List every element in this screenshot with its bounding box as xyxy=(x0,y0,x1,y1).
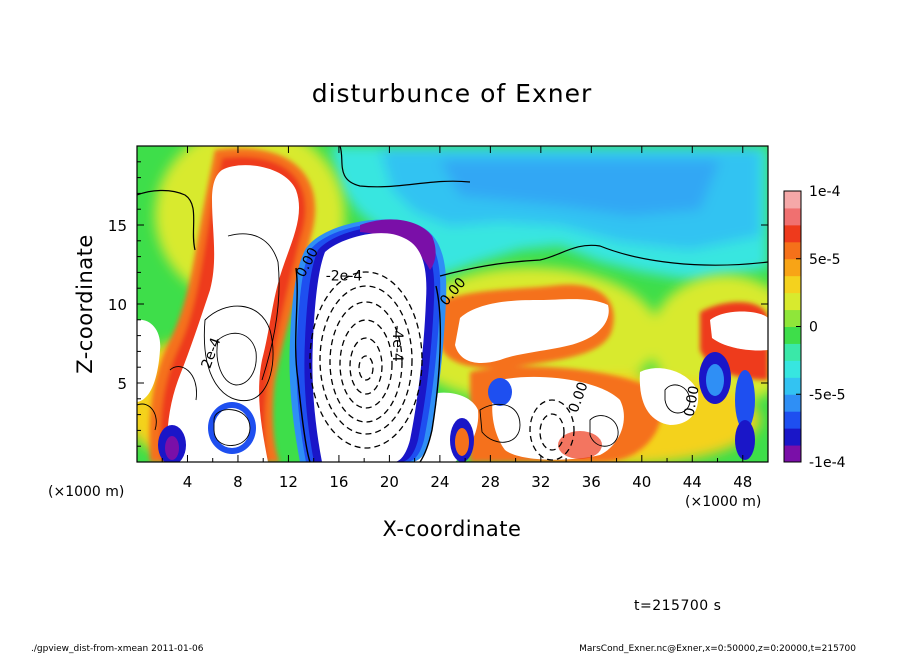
x-tick-label: 4 xyxy=(183,473,193,491)
colorbar-swatch xyxy=(784,292,801,311)
colorbar-ticks: 1e-4 5e-5 0 -5e-5 -1e-4 xyxy=(796,184,846,471)
y-tick-label: 10 xyxy=(108,296,127,314)
negative-strong xyxy=(289,219,447,462)
colorbar-tick-label: -5e-5 xyxy=(809,387,846,403)
colorbar-swatch xyxy=(784,411,801,429)
y-axis-title: Z-coordinate xyxy=(73,234,97,374)
colorbar-swatch xyxy=(784,445,801,463)
negative-contours xyxy=(309,271,575,461)
footer-right: MarsCond_Exner.nc@Exner,x=0:50000,z=0:20… xyxy=(579,644,856,654)
colorbar-swatch xyxy=(784,309,801,327)
x-tick-label: 20 xyxy=(380,473,399,491)
colorbar-tick-label: -1e-4 xyxy=(809,455,846,471)
x-axis: 4 8 12 16 20 24 28 32 36 40 44 48 xyxy=(161,146,752,491)
x-tick-label: 8 xyxy=(233,473,243,491)
x-tick-label: 32 xyxy=(531,473,550,491)
colorbar-swatch xyxy=(784,275,801,294)
colorbar-swatch xyxy=(784,241,801,260)
contour-label: -4e-4 xyxy=(389,325,405,362)
x-tick-label: 28 xyxy=(481,473,500,491)
x-tick-label: 24 xyxy=(430,473,449,491)
x-axis-unit-right: (×1000 m) xyxy=(685,494,761,510)
x-tick-label: 16 xyxy=(329,473,348,491)
colorbar: 1e-4 5e-5 0 -5e-5 -1e-4 xyxy=(783,184,846,471)
positive-contours xyxy=(137,233,691,447)
colorbar-swatch xyxy=(784,258,801,277)
colorbar-swatch xyxy=(784,343,801,361)
x-tick-label: 12 xyxy=(279,473,298,491)
footer-left: ./gpview_dist-from-xmean 2011-01-06 xyxy=(31,644,204,654)
x-tick-label: 36 xyxy=(582,473,601,491)
plot-area: 0.00 -2e-4-4e-42e-40.000.00 0.00 xyxy=(137,146,768,462)
chart-title: disturbunce of Exner xyxy=(312,79,593,108)
x-tick-label: 40 xyxy=(632,473,651,491)
colorbar-swatch xyxy=(784,326,801,344)
colorbar-tick-label: 1e-4 xyxy=(809,184,841,200)
colorbar-swatch xyxy=(784,224,801,243)
x-tick-label: 44 xyxy=(683,473,702,491)
x-tick-label: 48 xyxy=(733,473,752,491)
colorbar-swatch xyxy=(784,207,801,226)
y-tick-label: 5 xyxy=(117,375,127,393)
colorbar-swatch xyxy=(784,360,801,378)
contour-lines xyxy=(137,146,768,462)
colorbar-swatches xyxy=(784,191,801,463)
contour-label: 0.00 xyxy=(682,385,703,418)
x-axis-unit-left: (×1000 m) xyxy=(48,484,124,500)
colorbar-swatch xyxy=(784,377,801,395)
y-axis: 5 10 15 xyxy=(108,161,768,447)
colorbar-tick-label: 0 xyxy=(809,320,818,336)
colorbar-tick-label: 5e-5 xyxy=(809,252,840,268)
contour-label: -2e-4 xyxy=(326,268,363,284)
time-label: t=215700 s xyxy=(634,598,721,614)
colorbar-swatch xyxy=(784,428,801,446)
colorbar-swatch xyxy=(784,394,801,412)
colorbar-swatch xyxy=(784,191,801,209)
y-tick-label: 15 xyxy=(108,217,127,235)
x-axis-title: X-coordinate xyxy=(383,517,522,541)
